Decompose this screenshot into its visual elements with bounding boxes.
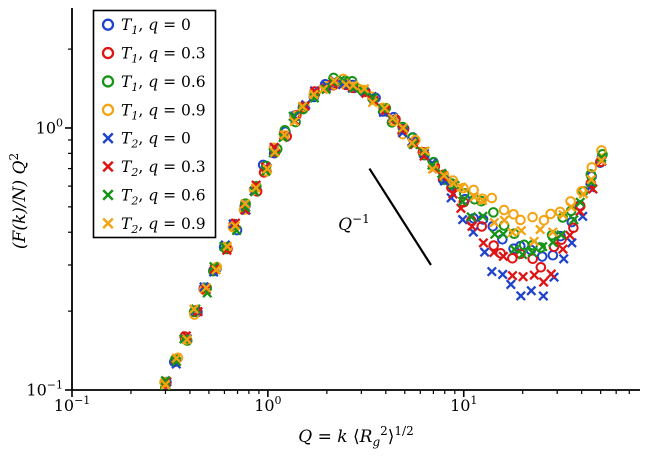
data-points bbox=[159, 72, 608, 390]
slope-annotation-label: Q−1 bbox=[324, 211, 384, 235]
slope-annotation-exponent: −1 bbox=[352, 211, 370, 226]
legend-item-T1-q-0: T1, q = 0 bbox=[101, 16, 191, 37]
legend-item-T1-q-0-6: T1, q = 0.6 bbox=[101, 73, 206, 94]
y-axis-label: (F(k)/N) Q2 bbox=[7, 81, 31, 321]
x-tick-label: 101 bbox=[450, 394, 477, 415]
legend-marker-circle bbox=[101, 103, 115, 116]
legend-item-T2-q-0-3: T2, q = 0.3 bbox=[102, 158, 206, 179]
axes: 10−1 100 101 100 10−1 bbox=[26, 8, 640, 415]
x-axis-label-langle: ⟨ bbox=[347, 427, 360, 447]
y-tick-label: 100 bbox=[36, 116, 63, 137]
slope-annotation-line bbox=[368, 167, 432, 266]
x-axis-label-sub-g: g bbox=[372, 435, 381, 449]
legend: T1, q = 0 T1, q = 0.3 T1, q = 0.6 T1, q = 0… bbox=[92, 9, 217, 239]
legend-marker-x bbox=[102, 189, 114, 201]
legend-marker-x bbox=[102, 132, 114, 144]
legend-label: T2, q = 0.6 bbox=[121, 186, 206, 207]
legend-label: T1, q = 0.6 bbox=[121, 73, 206, 94]
legend-item-T2-q-0-9: T2, q = 0.9 bbox=[102, 215, 206, 236]
legend-item-T2-q-0-6: T2, q = 0.6 bbox=[102, 186, 206, 207]
y-axis-label-exponent: 2 bbox=[7, 152, 21, 161]
legend-marker-circle bbox=[101, 18, 115, 31]
x-tick-label: 100 bbox=[254, 394, 281, 415]
series-T2-q-0-9 bbox=[160, 75, 607, 390]
x-axis-label-R: R bbox=[359, 427, 373, 447]
legend-label: T2, q = 0 bbox=[121, 130, 191, 151]
x-axis-label-sup-2: 2 bbox=[380, 424, 388, 438]
x-axis-label-Q: Q bbox=[298, 427, 313, 447]
legend-marker-circle bbox=[101, 75, 115, 88]
legend-label: T1, q = 0.3 bbox=[121, 45, 206, 66]
legend-label: T2, q = 0.3 bbox=[121, 158, 206, 179]
legend-label: T1, q = 0.9 bbox=[121, 101, 206, 122]
legend-label: T1, q = 0 bbox=[121, 16, 191, 37]
slope-annotation-Q: Q bbox=[338, 214, 353, 235]
legend-marker-x bbox=[102, 217, 114, 229]
series-T2-q-0-3 bbox=[161, 79, 607, 387]
legend-box bbox=[92, 9, 217, 239]
y-tick-label: 10−1 bbox=[26, 379, 63, 400]
x-axis-label-sup-half: 1/2 bbox=[394, 424, 414, 438]
legend-marker-x bbox=[102, 160, 114, 173]
x-axis-label-k: k bbox=[337, 427, 348, 447]
legend-item-T1-q-0-9: T1, q = 0.9 bbox=[101, 101, 206, 122]
legend-item-T1-q-0-3: T1, q = 0.3 bbox=[101, 45, 206, 66]
x-axis-label-rangle: ⟩ bbox=[387, 427, 395, 447]
x-axis-label-equals: = bbox=[312, 427, 338, 447]
y-axis-label-text: (F(k)/N) Q bbox=[10, 160, 30, 250]
x-axis-label: Q = k ⟨Rg2⟩1/2 bbox=[72, 424, 640, 449]
legend-label: T2, q = 0.9 bbox=[121, 215, 206, 236]
x-tick-label: 10−1 bbox=[54, 394, 91, 415]
legend-item-T2-q-0: T2, q = 0 bbox=[102, 130, 191, 151]
legend-marker-circle bbox=[101, 46, 115, 60]
